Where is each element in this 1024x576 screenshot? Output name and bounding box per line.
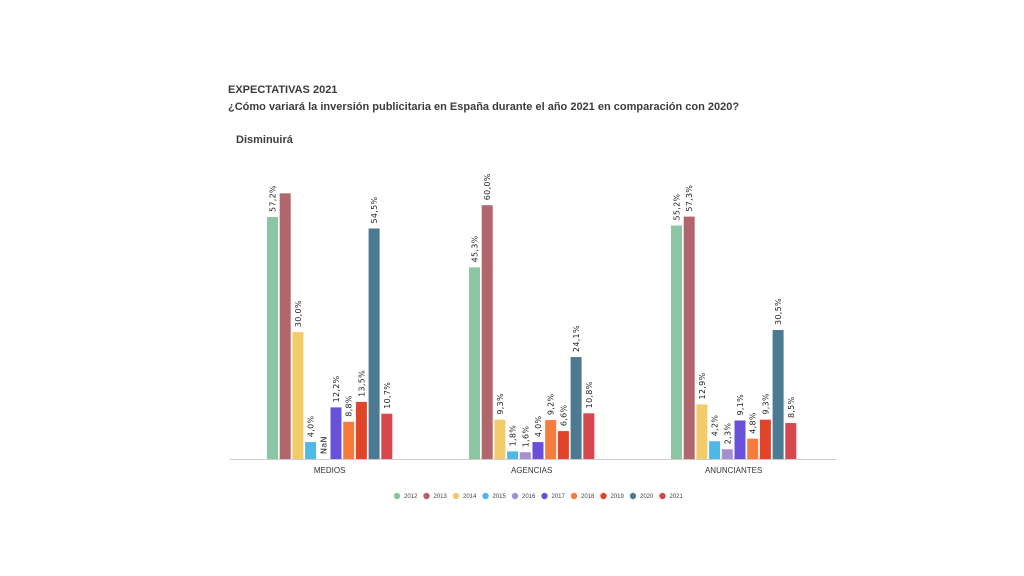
data-label: 4,8% (749, 412, 758, 434)
data-label: 54,5% (370, 196, 379, 223)
data-label: 2,3% (723, 423, 732, 445)
legend-swatch-2020 (629, 492, 637, 500)
bar-agencias-2018 (545, 420, 557, 459)
bar-medios-2014 (292, 332, 304, 459)
legend-swatch-2012 (393, 492, 401, 500)
section-label: Disminuirá (236, 134, 293, 146)
bar-medios-2013 (279, 193, 291, 459)
chart-title: EXPECTATIVAS 2021 (228, 84, 338, 96)
legend-swatch-2015 (482, 492, 489, 500)
category-label-anunciantes: ANUNCIANTES (705, 466, 762, 475)
bar-agencias-2021 (583, 413, 595, 459)
legend-label-2016: 2016 (522, 494, 536, 500)
data-label: 6,6% (559, 404, 568, 426)
bar-medios-2018 (343, 421, 355, 459)
legend-label-2015: 2015 (493, 494, 507, 500)
bar-anunciantes-2013 (683, 216, 695, 459)
data-label: 4,0% (307, 415, 316, 437)
bar-agencias-2019 (557, 431, 569, 459)
bar-anunciantes-2014 (696, 404, 708, 459)
bar-agencias-2020 (570, 357, 582, 459)
bar-medios-2015 (305, 442, 317, 459)
data-label: 10,7% (383, 382, 392, 409)
bar-agencias-2014 (494, 419, 506, 459)
data-label: 9,3% (761, 393, 770, 415)
bar-anunciantes-2021 (785, 423, 797, 459)
category-label-agencias: AGENCIAS (511, 466, 552, 475)
bar-anunciantes-2018 (747, 438, 759, 459)
data-label: 24,1% (572, 325, 581, 352)
legend-label-2013: 2013 (434, 494, 448, 500)
data-label: 45,3% (471, 235, 480, 262)
legend-swatch-2021 (659, 492, 666, 500)
legend-swatch-2018 (570, 492, 578, 500)
data-label: 1,6% (521, 426, 530, 448)
data-label: 10,8% (585, 381, 594, 408)
bar-medios-2017 (330, 407, 342, 459)
chart-subtitle: ¿Cómo variará la inversión publicitaria … (228, 101, 740, 113)
data-label: 4,2% (711, 415, 720, 437)
data-label: 8,8% (345, 395, 354, 417)
legend-swatch-2013 (423, 492, 430, 500)
bar-anunciantes-2016 (721, 449, 733, 459)
legend-label-2012: 2012 (404, 494, 418, 500)
legend-swatch-2016 (511, 492, 519, 500)
legend-label-2019: 2019 (611, 494, 625, 500)
data-label: 60,0% (483, 173, 492, 200)
data-label: 57,3% (685, 185, 694, 212)
bar-medios-2020 (368, 228, 380, 459)
bar-agencias-2017 (532, 442, 544, 459)
data-label: 9,2% (547, 393, 556, 415)
data-label: 30,5% (774, 298, 783, 325)
legend-label-2014: 2014 (463, 494, 477, 500)
data-label: 13,5% (357, 370, 366, 397)
bar-agencias-2012 (469, 267, 480, 459)
bar-agencias-2016 (519, 452, 531, 459)
legend-label-2021: 2021 (670, 494, 684, 500)
bar-agencias-2015 (507, 451, 519, 459)
bar-anunciantes-2017 (734, 420, 746, 459)
legend-label-2017: 2017 (552, 494, 566, 500)
legend-swatch-2017 (541, 492, 548, 500)
data-label: 12,2% (332, 375, 341, 402)
legend-swatch-2019 (600, 492, 607, 500)
data-label: 4,0% (534, 415, 543, 437)
legend-label-2020: 2020 (640, 494, 654, 500)
bar-anunciantes-2019 (759, 419, 771, 459)
bar-anunciantes-2020 (772, 329, 784, 459)
data-label: 30,0% (294, 300, 303, 327)
legend-swatch-2014 (452, 492, 460, 500)
legend-label-2018: 2018 (581, 494, 595, 500)
data-label: 12,9% (698, 372, 707, 399)
data-label: 1,8% (509, 425, 518, 447)
bar-medios-2021 (381, 413, 393, 459)
bar-agencias-2013 (481, 205, 493, 459)
data-label: NaN (319, 436, 328, 454)
data-label: 55,2% (673, 193, 682, 220)
data-label: 57,2% (269, 185, 278, 212)
bar-anunciantes-2012 (671, 225, 682, 459)
data-label: 9,3% (496, 393, 505, 415)
category-label-medios: MEDIOS (314, 466, 346, 475)
bar-medios-2019 (355, 401, 367, 459)
data-label: 9,1% (736, 394, 745, 416)
data-label: 8,5% (787, 396, 796, 418)
bar-anunciantes-2015 (709, 441, 721, 459)
bar-medios-2012 (267, 217, 278, 459)
